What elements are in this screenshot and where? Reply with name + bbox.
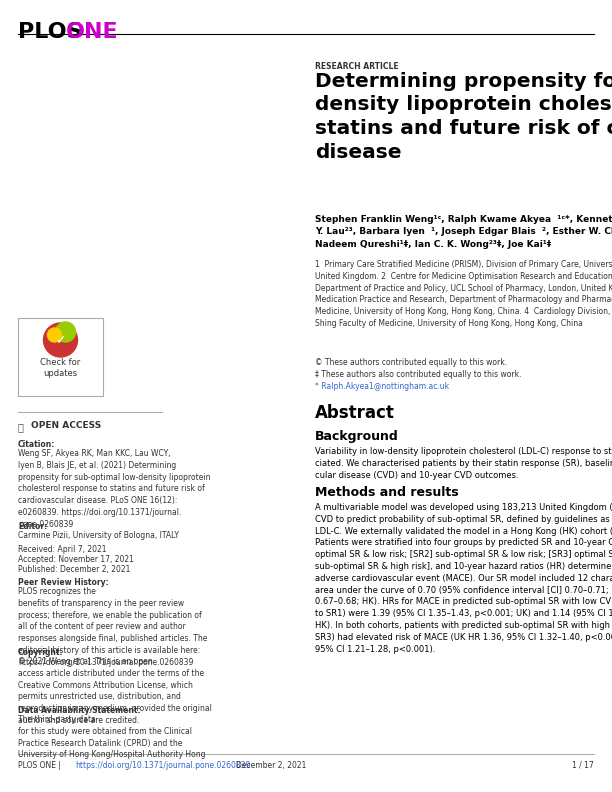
Text: Published: December 2, 2021: Published: December 2, 2021 [18,565,130,574]
Text: Weng SF, Akyea RK, Man KKC, Lau WCY,
Iyen B, Blais JE, et al. (2021) Determining: Weng SF, Akyea RK, Man KKC, Lau WCY, Iye… [18,449,211,529]
Text: ‡ These authors also contributed equally to this work.: ‡ These authors also contributed equally… [315,370,521,379]
Circle shape [43,323,78,357]
Text: https://doi.org/10.1371/journal.pone.0260839: https://doi.org/10.1371/journal.pone.026… [75,761,250,770]
Text: Peer Review History:: Peer Review History: [18,578,109,587]
Text: © 2021 Weng et al. This is an open
access article distributed under the terms of: © 2021 Weng et al. This is an open acces… [18,657,212,725]
Text: Copyright:: Copyright: [18,648,64,657]
Text: © These authors contributed equally to this work.: © These authors contributed equally to t… [315,358,507,367]
Text: RESEARCH ARTICLE: RESEARCH ARTICLE [315,62,398,71]
Text: The third-party data
for this study were obtained from the Clinical
Practice Res: The third-party data for this study were… [18,715,206,760]
Text: Check for
updates: Check for updates [40,358,81,378]
Text: Data Availability Statement:: Data Availability Statement: [18,706,141,715]
Text: Determining propensity for sub-optimal low-
density lipoprotein cholesterol resp: Determining propensity for sub-optimal l… [315,72,612,162]
Text: December 2, 2021: December 2, 2021 [236,761,307,770]
Text: A multivariable model was developed using 183,213 United Kingdom (UK) patients w: A multivariable model was developed usin… [315,503,612,653]
Text: Variability in low-density lipoprotein cholesterol (LDL-C) response to statins i: Variability in low-density lipoprotein c… [315,447,612,480]
Text: 🔓: 🔓 [18,422,24,432]
FancyBboxPatch shape [18,318,103,396]
Text: ONE: ONE [66,22,119,42]
Text: Methods and results: Methods and results [315,486,458,499]
Text: Received: April 7, 2021: Received: April 7, 2021 [18,545,106,554]
Text: Citation:: Citation: [18,440,55,449]
Text: ✓: ✓ [55,334,65,348]
Circle shape [48,328,61,342]
Text: PLOS: PLOS [18,22,83,42]
Text: 1 / 17: 1 / 17 [572,761,594,770]
Text: 1  Primary Care Stratified Medicine (PRISM), Division of Primary Care, Universit: 1 Primary Care Stratified Medicine (PRIS… [315,260,612,328]
Text: PLOS ONE |: PLOS ONE | [18,761,61,770]
Text: Stephen Franklin Weng¹ᶜ, Ralph Kwame Akyea  ¹ᶜ*, Kenneth KC Man  ²³, Wallis C.
Y: Stephen Franklin Weng¹ᶜ, Ralph Kwame Aky… [315,215,612,249]
Text: Carmine Pizii, University of Bologna, ITALY: Carmine Pizii, University of Bologna, IT… [18,531,179,540]
Text: OPEN ACCESS: OPEN ACCESS [31,421,101,430]
Text: Accepted: November 17, 2021: Accepted: November 17, 2021 [18,555,134,564]
Circle shape [56,322,75,342]
Text: Abstract: Abstract [315,404,395,422]
Text: Background: Background [315,430,399,443]
Text: PLOS recognizes the
benefits of transparency in the peer review
process; therefo: PLOS recognizes the benefits of transpar… [18,587,207,667]
Text: * Ralph.Akyea1@nottingham.ac.uk: * Ralph.Akyea1@nottingham.ac.uk [315,382,449,391]
Text: Editor:: Editor: [18,522,47,531]
